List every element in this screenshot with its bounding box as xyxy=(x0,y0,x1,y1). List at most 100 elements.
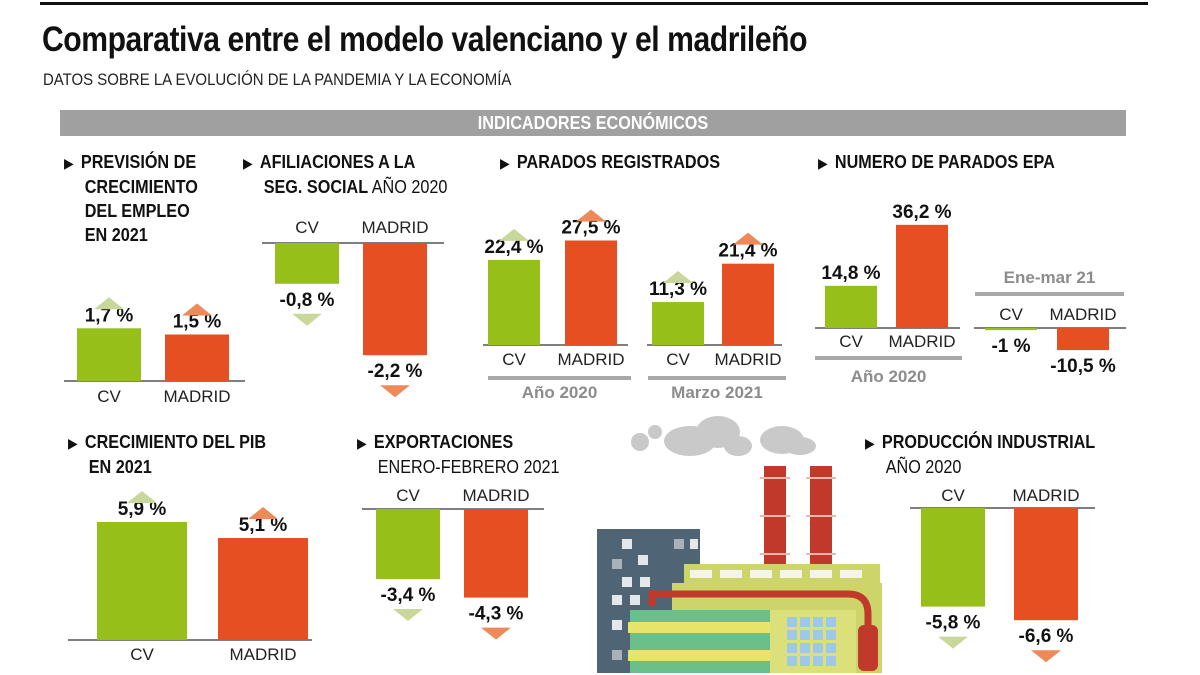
bar-cv xyxy=(652,302,704,345)
value-label: 5,1 % xyxy=(239,515,288,536)
panel-title-empleo: ▶ PREVISIÓN DE CRECIMIENTO DEL EMPLEO EN … xyxy=(64,152,198,245)
chart-parados_mar21: 11,3 % CV 21,4 % MADRID Marzo 2021 xyxy=(647,232,786,402)
bar-madrid xyxy=(1057,328,1109,351)
down-arrow-icon xyxy=(1031,650,1061,663)
value-label: -1 % xyxy=(991,336,1030,357)
value-label: -3,4 % xyxy=(381,585,436,606)
value-label: 1,7 % xyxy=(85,305,134,326)
category-label: MADRID xyxy=(1049,305,1116,324)
bar-madrid xyxy=(218,538,308,640)
category-label: CV xyxy=(941,486,965,505)
value-label: -10,5 % xyxy=(1050,356,1116,377)
triangle-bullet-icon: ▶ xyxy=(357,435,367,451)
category-label: MADRID xyxy=(462,486,529,505)
category-label: CV xyxy=(130,645,154,664)
value-label: -4,3 % xyxy=(469,604,524,625)
panel-title-epa: ▶ NUMERO DE PARADOS EPA xyxy=(818,152,1055,172)
panel-title-parados: ▶ PARADOS REGISTRADOS xyxy=(500,152,721,172)
group-divider xyxy=(815,356,962,360)
triangle-bullet-icon: ▶ xyxy=(865,435,875,451)
bar-cv xyxy=(488,259,540,345)
bar-madrid xyxy=(363,243,427,356)
up-arrow-icon xyxy=(127,491,157,503)
bar-cv xyxy=(376,509,440,580)
category-label: CV xyxy=(999,305,1023,324)
category-label: MADRID xyxy=(1012,486,1079,505)
value-label: 36,2 % xyxy=(892,202,951,223)
category-label: CV xyxy=(502,350,526,369)
down-arrow-icon xyxy=(292,313,322,326)
triangle-bullet-icon: ▶ xyxy=(818,155,828,171)
value-label: 22,4 % xyxy=(484,237,543,258)
category-label: MADRID xyxy=(163,387,230,406)
up-arrow-icon xyxy=(576,209,606,222)
group-divider xyxy=(488,376,631,380)
bar-madrid xyxy=(165,334,229,381)
triangle-bullet-icon: ▶ xyxy=(243,155,253,171)
value-label: 5,9 % xyxy=(118,499,167,520)
page-subtitle: DATOS SOBRE LA EVOLUCIÓN DE LA PANDEMIA … xyxy=(43,70,512,89)
chart-epa_2020: 14,8 % CV 36,2 % MADRID Año 2020 xyxy=(815,202,962,386)
bar-madrid xyxy=(896,224,948,328)
value-label: 21,4 % xyxy=(718,241,777,262)
bar-cv xyxy=(985,328,1037,331)
down-arrow-icon xyxy=(380,385,410,398)
up-arrow-icon xyxy=(94,297,124,310)
bar-madrid xyxy=(565,240,617,345)
category-label: MADRID xyxy=(557,350,624,369)
bar-cv xyxy=(825,285,877,328)
group-label: Año 2020 xyxy=(851,367,927,386)
value-label: 1,5 % xyxy=(173,312,222,333)
down-arrow-icon xyxy=(481,627,511,640)
up-arrow-icon xyxy=(182,303,212,316)
page-title: Comparativa entre el modelo valenciano y… xyxy=(42,20,808,59)
bar-cv xyxy=(921,508,985,607)
value-label: 14,8 % xyxy=(821,263,880,284)
up-arrow-icon xyxy=(733,232,763,245)
bar-cv xyxy=(77,328,141,381)
chart-afiliaciones: -0,8 % CV -2,2 % MADRID xyxy=(262,218,444,398)
triangle-bullet-icon: ▶ xyxy=(68,435,78,451)
category-label: CV xyxy=(839,332,863,351)
category-label: MADRID xyxy=(229,645,296,664)
value-label: 27,5 % xyxy=(561,218,620,239)
category-label: MADRID xyxy=(714,350,781,369)
bar-madrid xyxy=(1014,508,1078,621)
bar-cv xyxy=(275,243,339,284)
group-label: Marzo 2021 xyxy=(671,383,763,402)
bar-cv xyxy=(97,522,187,640)
value-label: -5,8 % xyxy=(926,613,981,634)
factory-illustration-icon xyxy=(597,416,882,673)
section-header: INDICADORES ECONÓMICOS xyxy=(60,110,1126,136)
category-label: CV xyxy=(97,387,121,406)
value-label: -0,8 % xyxy=(280,290,335,311)
panel-title-afiliaciones: ▶ AFILIACIONES A LA SEG. SOCIAL AÑO 2020 xyxy=(243,152,448,197)
category-label: MADRID xyxy=(361,218,428,237)
bar-madrid xyxy=(722,263,774,345)
up-arrow-icon xyxy=(499,228,529,241)
category-label: CV xyxy=(396,486,420,505)
bar-madrid xyxy=(464,509,528,598)
value-label: -6,6 % xyxy=(1019,626,1074,647)
chart-parados_2020: 22,4 % CV 27,5 % MADRID Año 2020 xyxy=(483,209,631,402)
chart-empleo: 1,7 % CV 1,5 % MADRID xyxy=(64,297,245,406)
panel-title-export: ▶ EXPORTACIONES ENERO-FEBRERO 2021 xyxy=(357,432,560,477)
top-rule xyxy=(40,2,1148,5)
chart-industrial: -5,8 % CV -6,6 % MADRID xyxy=(910,486,1095,663)
chart-epa_enemar21: -1 % CV -10,5 % MADRID Ene-mar 21 xyxy=(974,268,1126,377)
up-arrow-icon xyxy=(663,271,693,284)
category-label: CV xyxy=(666,350,690,369)
group-label: Ene-mar 21 xyxy=(1004,268,1096,287)
panel-title-industrial: ▶ PRODUCCIÓN INDUSTRIAL AÑO 2020 xyxy=(865,432,1096,477)
down-arrow-icon xyxy=(938,636,968,649)
group-divider xyxy=(648,376,786,380)
panel-title-pib: ▶ CRECIMIENTO DEL PIB EN 2021 xyxy=(68,432,267,477)
up-arrow-icon xyxy=(248,507,278,519)
chart-export: -3,4 % CV -4,3 % MADRID xyxy=(362,486,544,640)
down-arrow-icon xyxy=(393,609,423,622)
chart-pib: 5,9 % CV 5,1 % MADRID xyxy=(68,491,312,664)
group-label: Año 2020 xyxy=(522,383,598,402)
group-divider xyxy=(975,292,1124,296)
triangle-bullet-icon: ▶ xyxy=(500,155,510,171)
